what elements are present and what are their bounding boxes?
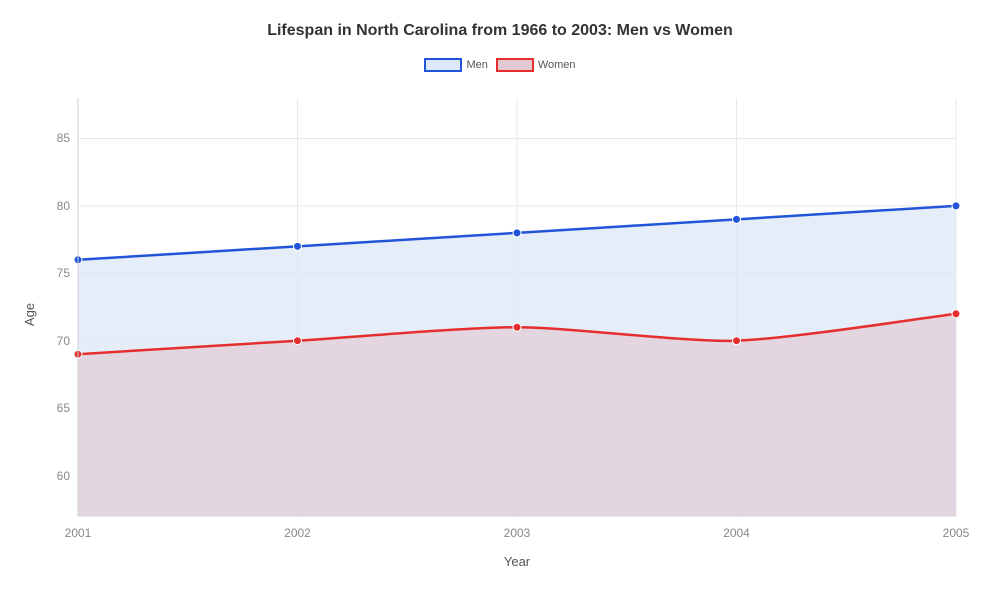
x-axis-label: Year (78, 554, 956, 569)
legend-swatch-women (496, 58, 534, 72)
chart-container: Lifespan in North Carolina from 1966 to … (0, 0, 1000, 600)
legend-item-women: Women (496, 58, 576, 72)
legend-swatch-men (424, 58, 462, 72)
legend: Men Women (0, 58, 1000, 72)
x-tick-label: 2002 (268, 526, 328, 540)
y-tick-label: 80 (40, 199, 70, 213)
y-tick-label: 60 (40, 469, 70, 483)
plot-area (78, 98, 956, 516)
y-axis-label: Age (22, 303, 37, 326)
legend-label-men: Men (466, 59, 487, 71)
y-tick-label: 65 (40, 401, 70, 415)
plot-svg (78, 98, 956, 516)
y-tick-label: 75 (40, 266, 70, 280)
x-tick-label: 2005 (926, 526, 986, 540)
x-tick-label: 2001 (48, 526, 108, 540)
y-tick-label: 70 (40, 334, 70, 348)
x-tick-label: 2003 (487, 526, 547, 540)
legend-item-men: Men (424, 58, 487, 72)
y-tick-label: 85 (40, 131, 70, 145)
chart-title: Lifespan in North Carolina from 1966 to … (0, 0, 1000, 40)
legend-label-women: Women (538, 59, 576, 71)
x-tick-label: 2004 (707, 526, 767, 540)
